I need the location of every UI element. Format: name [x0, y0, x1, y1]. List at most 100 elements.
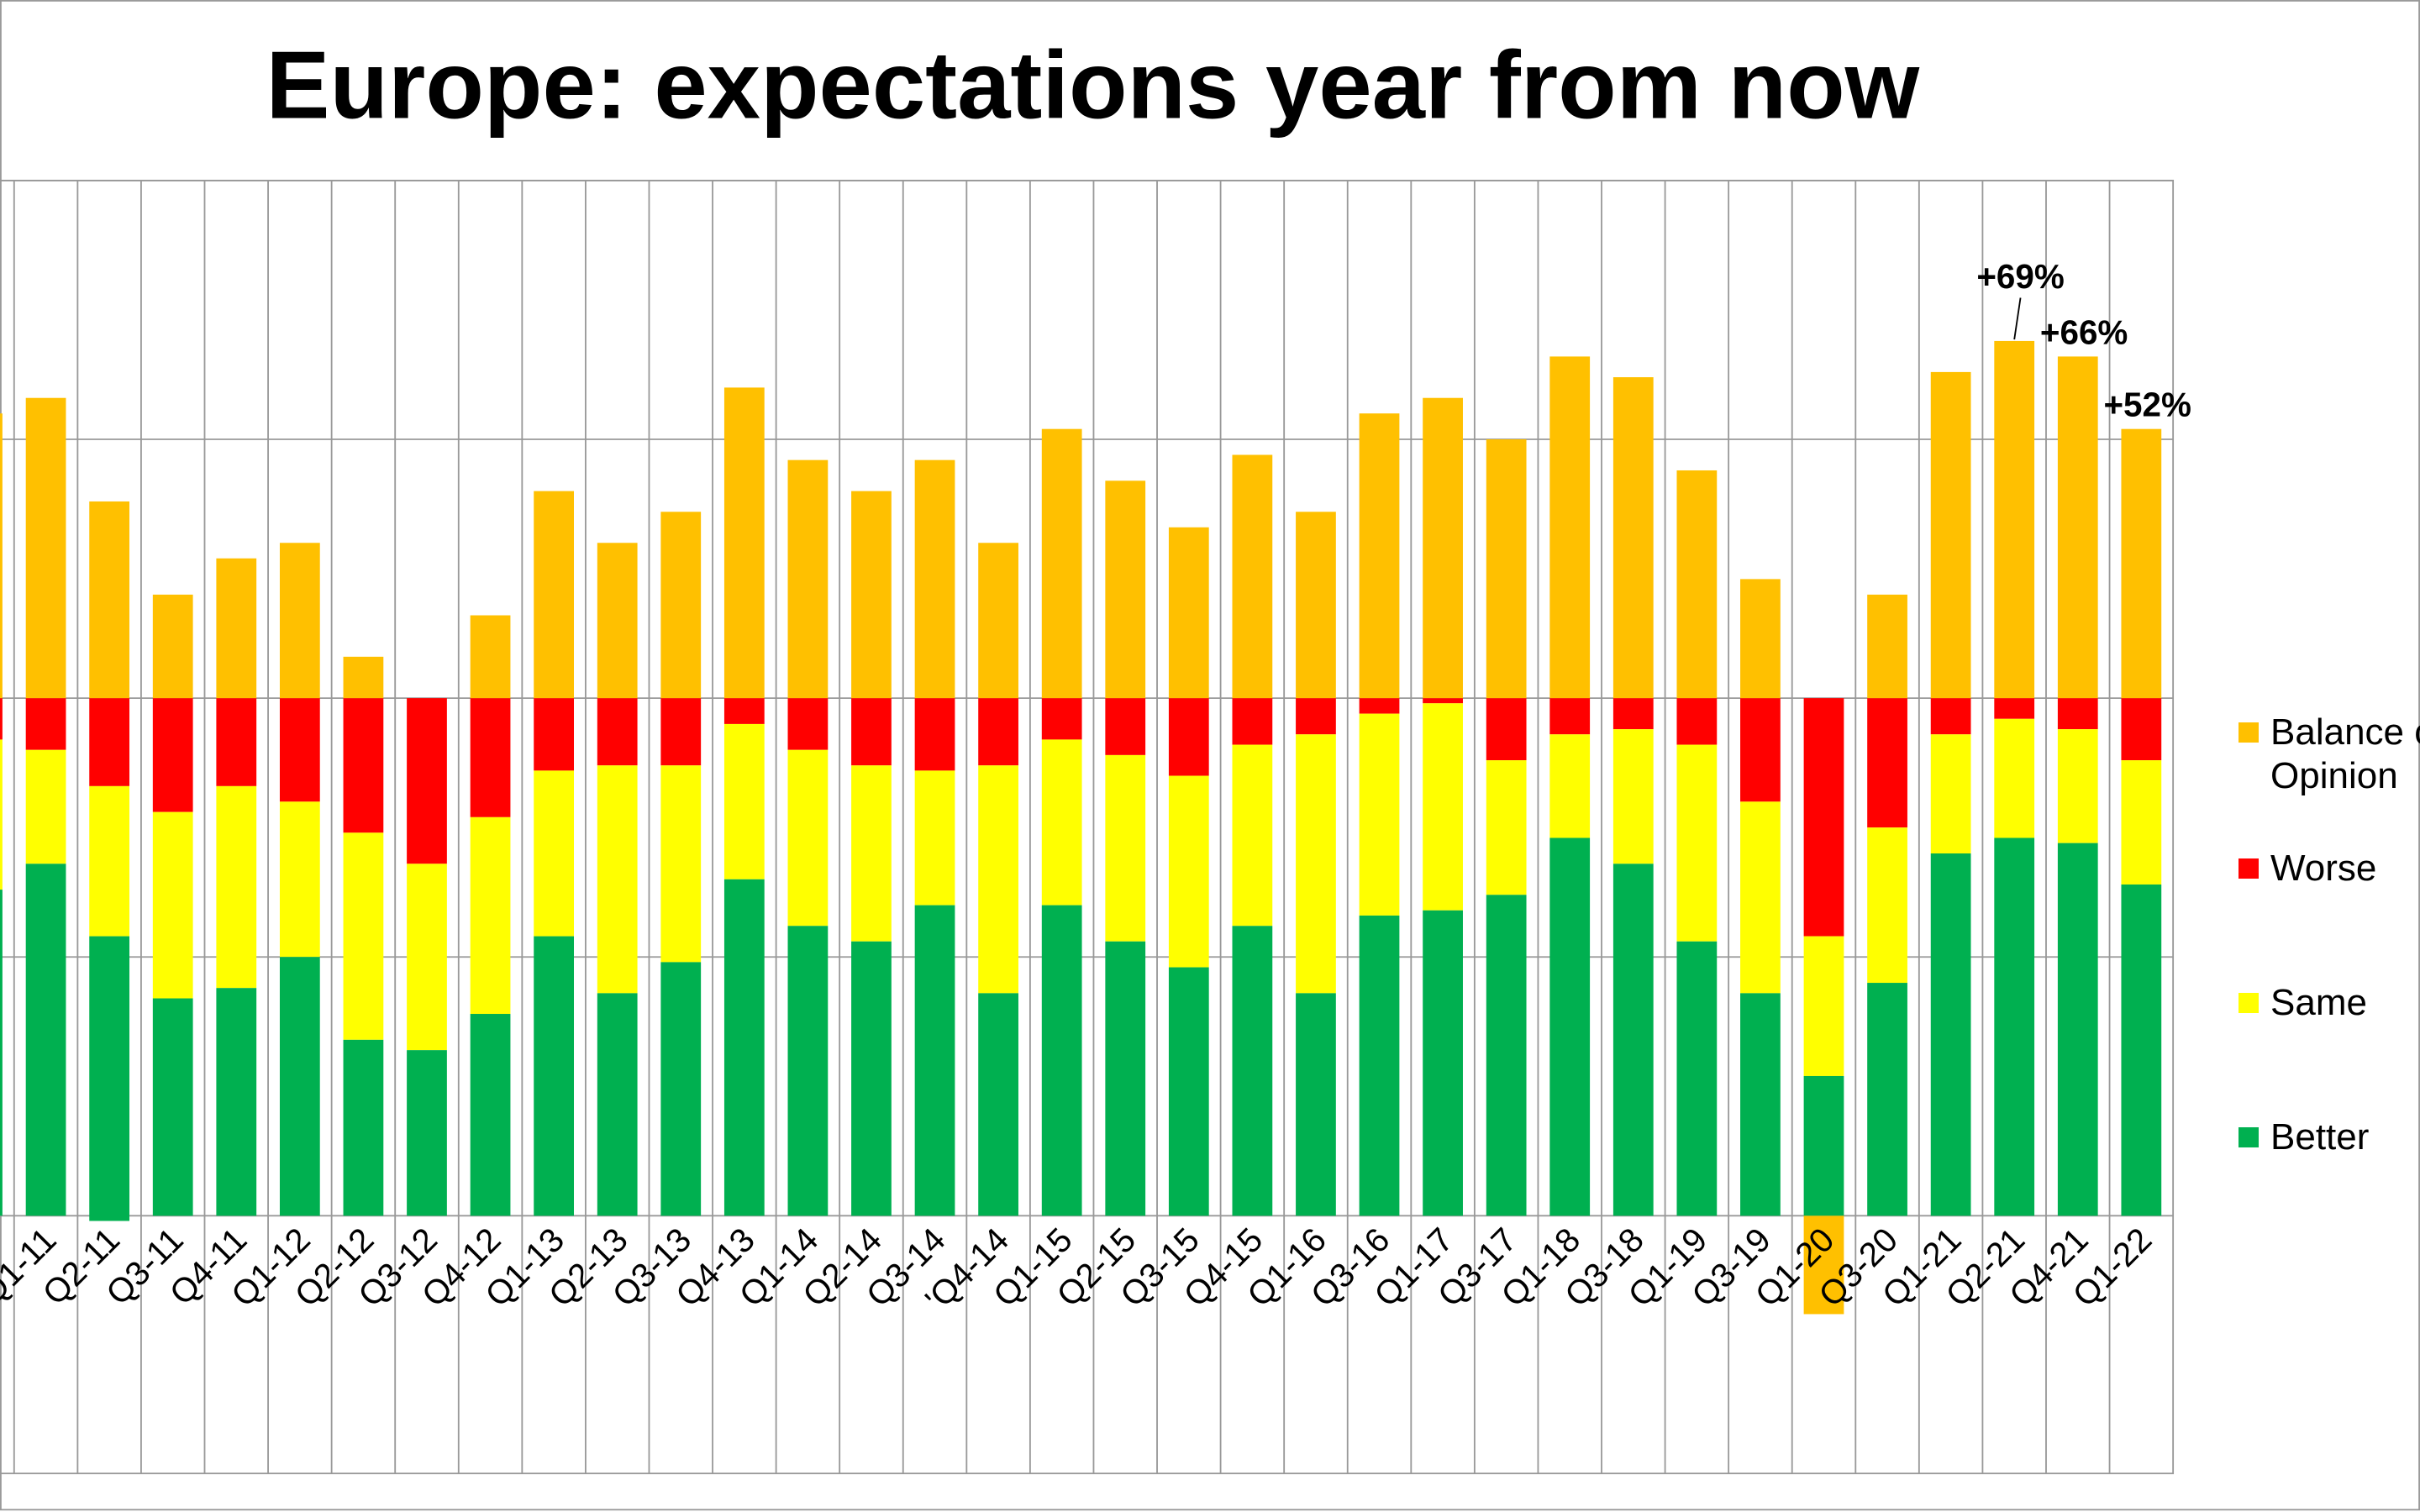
- bar-segment: [1930, 698, 1971, 735]
- bar-segment: [660, 698, 702, 766]
- bar-segment: [343, 1039, 384, 1216]
- bar-segment: [152, 698, 193, 812]
- bar-segment: [152, 998, 193, 1216]
- bar-segment: [1296, 993, 1336, 1216]
- bar-balance: [1930, 371, 1971, 699]
- bar-balance: [1359, 413, 1400, 699]
- bar-segment: [1740, 801, 1781, 994]
- bar-segment: [1612, 698, 1654, 730]
- bar-segment: [1612, 864, 1654, 1216]
- bar-segment: [216, 988, 257, 1216]
- bar-balance: [534, 491, 575, 699]
- bar-segment: [914, 770, 955, 906]
- bar-segment: [1994, 698, 2035, 719]
- bar-segment: [1612, 729, 1654, 864]
- bar-balance: [343, 656, 384, 699]
- bar-segment: [723, 723, 765, 879]
- bar-segment: [279, 957, 320, 1216]
- bar-segment: [787, 926, 829, 1216]
- bar-segment: [1867, 827, 1907, 984]
- bar-segment: [787, 698, 829, 750]
- bar-balance: [1549, 356, 1591, 699]
- bar-segment: [25, 864, 66, 1216]
- bar-balance: [723, 387, 765, 699]
- bar-balance: [787, 459, 829, 699]
- bar-segment: [660, 962, 702, 1216]
- bar-segment: [2121, 698, 2162, 761]
- bar-segment: [1232, 926, 1273, 1216]
- bar-segment: [343, 698, 384, 833]
- bar-segment: [1232, 698, 1273, 745]
- bar-segment: [1803, 1075, 1844, 1216]
- bar-balance: [1867, 594, 1907, 699]
- legend-item: Same: [2238, 981, 2420, 1025]
- bar-segment: [1296, 698, 1336, 735]
- data-label: +66%: [2040, 312, 2128, 351]
- bar-segment: [723, 879, 765, 1216]
- legend-swatch: [2238, 722, 2259, 743]
- bar-segment: [1549, 734, 1591, 838]
- bar-segment: [0, 739, 3, 890]
- bar-balance: [1168, 527, 1209, 699]
- bar-segment: [534, 770, 575, 937]
- bar-segment: [470, 698, 511, 817]
- bar-segment: [1930, 734, 1971, 853]
- bar-segment: [2057, 729, 2098, 843]
- bar-segment: [470, 1014, 511, 1216]
- bar-balance: [152, 594, 193, 699]
- bar-segment: [787, 749, 829, 927]
- bar-segment: [2121, 884, 2162, 1216]
- bar-balance: [1105, 480, 1146, 699]
- bar-balance: [470, 615, 511, 699]
- plot-area: Q1-11Q2-11Q3-11Q4-11Q1-12Q2-12Q3-12Q4-12…: [0, 179, 2191, 1474]
- bar-segment: [2057, 698, 2098, 730]
- bar-segment: [89, 936, 130, 1221]
- bar-segment: [343, 832, 384, 1040]
- bar-segment: [1740, 698, 1781, 802]
- bar-segment: [597, 993, 638, 1216]
- legend-label: Same: [2270, 982, 2367, 1023]
- bar-segment: [0, 698, 3, 740]
- bar-segment: [978, 698, 1018, 766]
- bar-segment: [1359, 713, 1400, 916]
- bar-segment: [407, 864, 447, 1051]
- bar-segment: [1676, 744, 1718, 942]
- bar-segment: [216, 698, 257, 786]
- bar-segment: [597, 698, 638, 766]
- legend-swatch: [2238, 858, 2259, 879]
- bar-segment: [1041, 905, 1082, 1216]
- bar-segment: [1867, 698, 1907, 828]
- bar-balance: [1423, 397, 1463, 699]
- bar-segment: [851, 941, 892, 1216]
- data-label: +69%: [1976, 257, 2064, 296]
- bar-segment: [1232, 744, 1273, 927]
- bar-segment: [2121, 760, 2162, 885]
- bar-segment: [597, 765, 638, 994]
- bar-segment: [1549, 698, 1591, 735]
- bar-segment: [152, 811, 193, 999]
- bar-balance: [914, 459, 955, 699]
- bar-segment: [1168, 967, 1209, 1216]
- bar-segment: [1359, 915, 1400, 1216]
- bar-segment: [723, 698, 765, 724]
- bar-segment: [216, 785, 257, 989]
- bar-segment: [1867, 983, 1907, 1216]
- bar-segment: [25, 749, 66, 864]
- bar-segment: [25, 698, 66, 750]
- bar-balance: [978, 543, 1018, 699]
- bar-segment: [1359, 698, 1400, 714]
- legend-label: Worse: [2270, 848, 2377, 889]
- bar-balance: [2121, 428, 2162, 699]
- bar-balance: [1486, 439, 1527, 699]
- bar-segment: [914, 698, 955, 771]
- bar-segment: [407, 698, 447, 864]
- bar-segment: [1168, 698, 1209, 776]
- bar-balance: [1740, 579, 1781, 699]
- bar-balance: [1803, 1215, 1844, 1315]
- bar-segment: [851, 698, 892, 766]
- bar-balance: [1296, 512, 1336, 699]
- bar-segment: [1676, 698, 1718, 745]
- bar-segment: [1423, 698, 1463, 704]
- chart-title: Europe: expectations year from now: [266, 32, 1920, 139]
